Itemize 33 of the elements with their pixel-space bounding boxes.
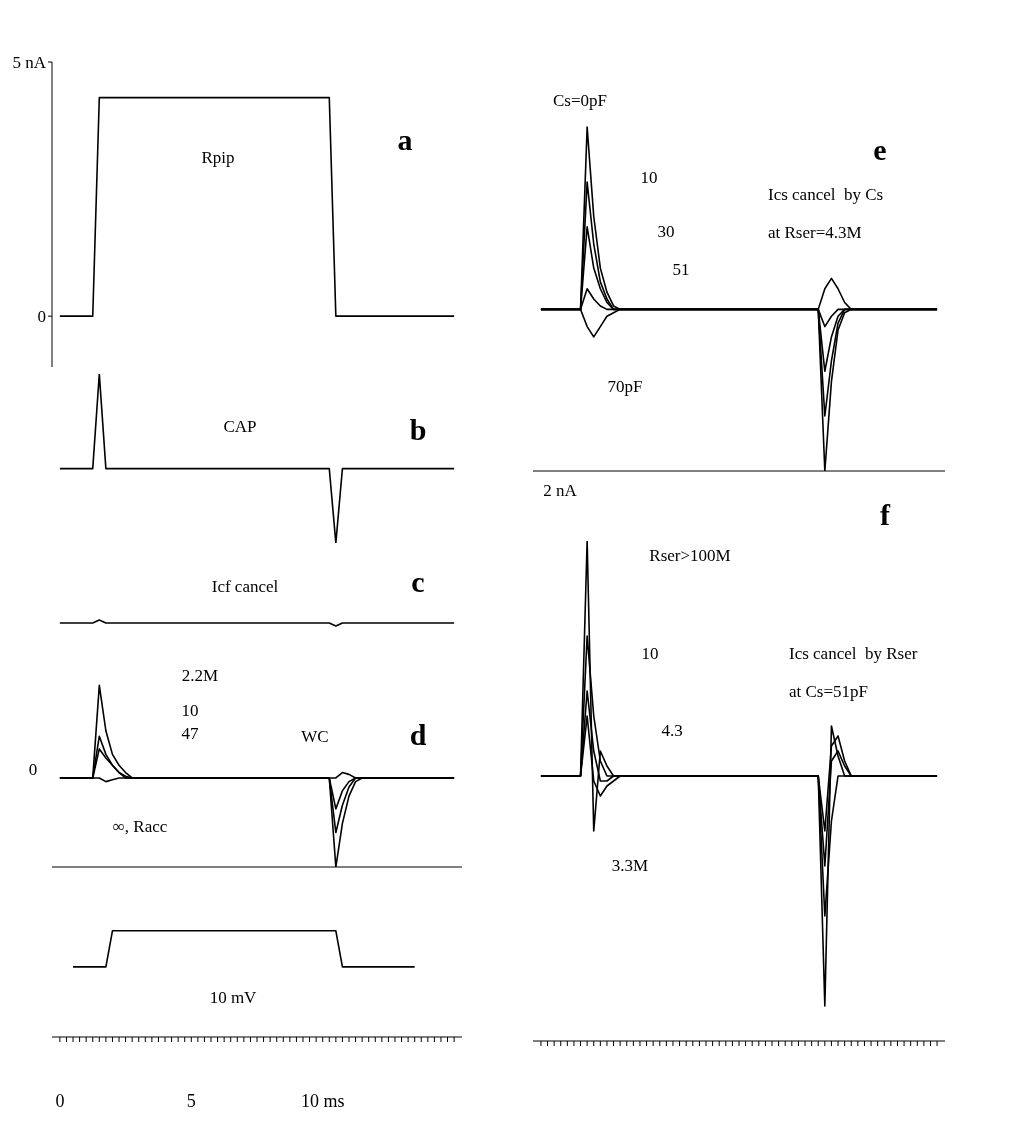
text: a	[397, 122, 413, 156]
annotation: 30	[657, 221, 675, 241]
annotation: 10	[640, 167, 658, 187]
annotation: at Rser=4.3M	[768, 222, 862, 242]
x-tick-label: 0	[55, 1090, 65, 1111]
annotation: 10	[641, 643, 659, 663]
annotation: 10	[181, 700, 199, 720]
annotation: at Cs=51pF	[789, 681, 869, 701]
annotation: Ics cancel by Rser	[789, 643, 918, 663]
text: b	[409, 412, 427, 446]
annotation: ∞, Racc	[112, 816, 168, 836]
text: CAP	[223, 416, 257, 436]
y-axis-title: 2 nA	[543, 480, 577, 500]
annotation: 10 mV	[209, 987, 257, 1007]
annotation: Rser>100M	[649, 545, 731, 565]
text: 2.2M	[181, 665, 219, 685]
text: d	[409, 717, 427, 751]
text: Rpip	[201, 147, 235, 167]
text: Cs=0pF	[553, 90, 607, 110]
annotation: Ics cancel by Cs	[768, 184, 884, 204]
annotation: 51	[672, 259, 690, 279]
annotation: 3.3M	[611, 855, 649, 875]
x-tick-label: 5	[186, 1090, 196, 1111]
annotation: 70pF	[607, 376, 643, 396]
annotation: 47	[181, 723, 199, 743]
text: WC	[301, 726, 329, 746]
chart-title: c	[411, 564, 425, 598]
x-tick-label: 10 ms	[300, 1090, 345, 1111]
y-tick-label: 5 nA	[12, 53, 47, 73]
chart-title: f	[880, 497, 890, 531]
annotation: 4.3	[661, 720, 683, 740]
chart-subtitle: Icf cancel	[211, 576, 279, 596]
chart-title: e	[873, 132, 887, 166]
